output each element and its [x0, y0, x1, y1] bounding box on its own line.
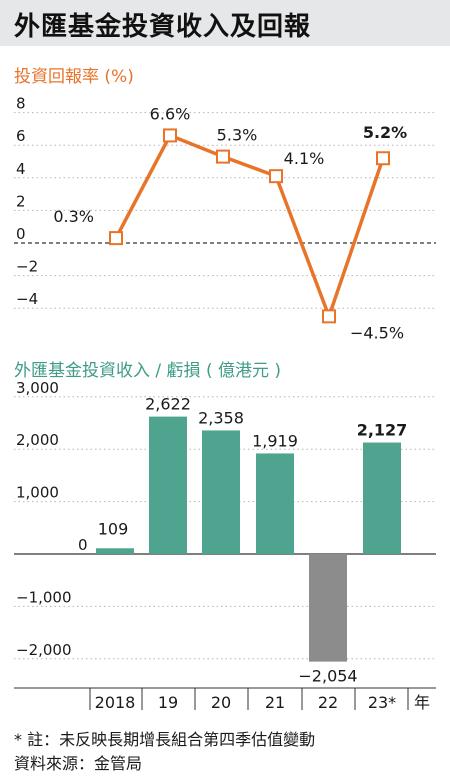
- y-tick-label: 4: [16, 160, 26, 178]
- x-axis-unit: 年: [414, 693, 430, 712]
- y-tick-label: −2,000: [16, 641, 72, 659]
- data-label: 5.2%: [363, 123, 407, 142]
- x-tick-label: 23*: [368, 693, 396, 712]
- data-label: 2,358: [198, 408, 244, 427]
- data-point: [376, 151, 390, 166]
- bar: [256, 453, 294, 554]
- page-title: 外匯基金投資收入及回報: [14, 12, 312, 42]
- footnotes: * 註：未反映長期增長組合第四季估值變動 資料來源：金管局: [14, 728, 315, 776]
- x-tick-label: 20: [211, 693, 231, 712]
- y-tick-label: 3,000: [16, 379, 59, 397]
- data-label: 109: [98, 519, 129, 538]
- bar: [309, 554, 347, 662]
- data-point: [109, 231, 123, 246]
- y-tick-label: −1,000: [16, 588, 72, 606]
- y-tick-label: 0: [16, 225, 26, 243]
- x-tick-label: 21: [265, 693, 285, 712]
- bar-chart-title: 外匯基金投資收入 / 虧損 ( 億港元 ): [14, 361, 282, 381]
- y-tick-label: 1,000: [16, 484, 59, 502]
- data-label: 0.3%: [53, 207, 94, 226]
- bar: [96, 548, 134, 554]
- y-tick-label: 0: [78, 536, 88, 554]
- source-note: 資料來源：金管局: [14, 754, 143, 773]
- data-point: [269, 169, 283, 184]
- x-tick-label: 2018: [95, 693, 136, 712]
- data-point: [322, 309, 336, 324]
- x-tick-label: 19: [158, 693, 178, 712]
- bar: [202, 430, 240, 554]
- data-label: 1,919: [252, 431, 298, 450]
- y-tick-label: −4: [16, 290, 38, 308]
- bar: [363, 442, 401, 554]
- y-tick-label: 2: [16, 192, 26, 210]
- title-bar: [0, 0, 450, 46]
- data-point: [163, 128, 177, 143]
- x-tick-label: 22: [318, 693, 338, 712]
- data-label: 6.6%: [150, 104, 191, 123]
- data-label: 2,622: [145, 395, 191, 414]
- data-point: [216, 149, 230, 164]
- footnote: * 註：未反映長期增長組合第四季估值變動: [14, 730, 316, 749]
- data-label: 5.3%: [217, 126, 258, 145]
- line-chart-title: 投資回報率 (%): [14, 67, 134, 87]
- data-label: 2,127: [357, 421, 408, 440]
- return-rate-line: [114, 133, 385, 319]
- data-label: −4.5%: [350, 323, 404, 342]
- data-label: 4.1%: [284, 149, 325, 168]
- y-tick-label: 2,000: [16, 431, 59, 449]
- y-tick-label: −2: [16, 258, 38, 276]
- y-tick-label: 6: [16, 127, 26, 145]
- bar: [149, 416, 187, 554]
- data-label: −2,054: [298, 667, 357, 686]
- y-tick-label: 8: [16, 95, 26, 113]
